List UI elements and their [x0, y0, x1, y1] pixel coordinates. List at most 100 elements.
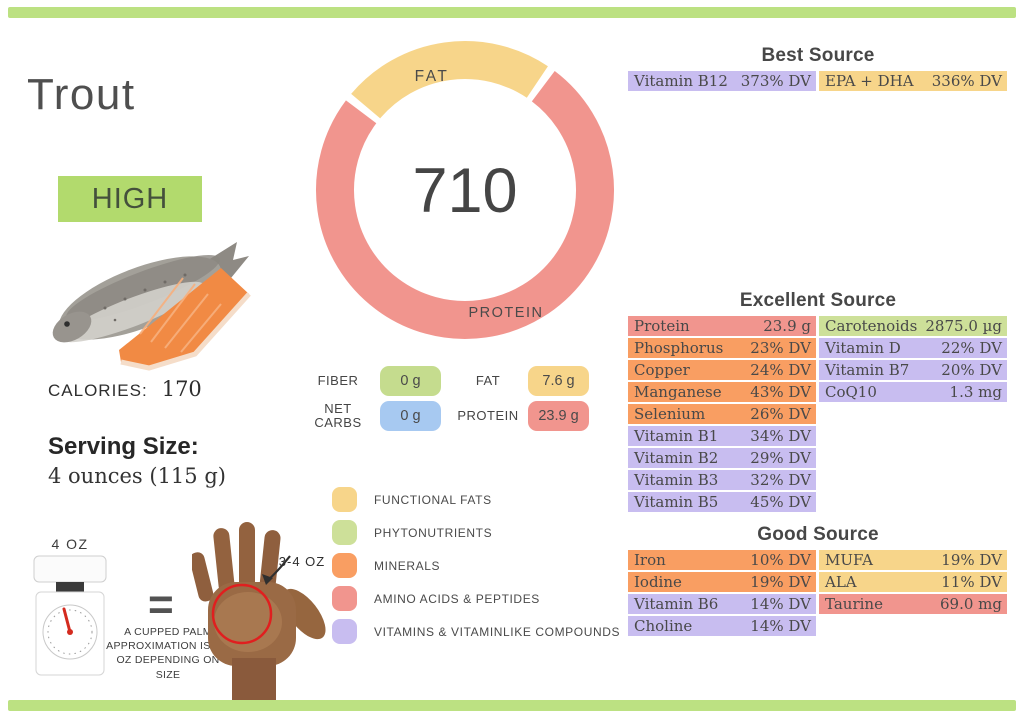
nutrient-value: 34% DV	[750, 427, 811, 445]
legend-swatch	[332, 553, 357, 578]
nutrient-row: Carotenoids 2875.0 µg	[819, 316, 1007, 336]
kitchen-scale-icon	[33, 555, 107, 676]
legend-swatch	[332, 520, 357, 545]
nutrient-value: 1.3 mg	[949, 383, 1002, 401]
nutrient-name: Selenium	[634, 405, 706, 423]
fillet-skin-edge	[120, 292, 251, 371]
nutrient-value: 19% DV	[941, 551, 1002, 569]
portion-circle	[211, 583, 273, 645]
nutrient-row: Iodine 19% DV	[628, 572, 816, 592]
legend-label: VITAMINS & VITAMINLIKE COMPOUNDS	[374, 624, 621, 639]
excellent-source-section: Excellent Source Protein 23.9 g Phosphorus 2…	[628, 289, 1008, 512]
nutrient-name: Iron	[634, 551, 666, 569]
legend-item: AMINO ACIDS & PEPTIDES	[332, 586, 620, 611]
best-source-section: Best Source Vitamin B12 373% DV EPA + DHA 33…	[628, 44, 1008, 91]
macro-value-pill: 0 g	[380, 366, 441, 396]
nutrient-row: Vitamin B6 14% DV	[628, 594, 816, 614]
hand-portion-label: 3-4 OZ	[279, 554, 325, 569]
nutrient-score-value: 710	[412, 156, 517, 226]
nutrient-value: 45% DV	[750, 493, 811, 511]
legend-swatch	[332, 619, 357, 644]
nutrient-name: Phosphorus	[634, 339, 724, 357]
nutrient-name: EPA + DHA	[825, 72, 914, 90]
nutrient-value: 10% DV	[750, 551, 811, 569]
legend-label: MINERALS	[374, 558, 441, 573]
nutrient-row: Vitamin B3 32% DV	[628, 470, 816, 490]
nutrient-row: Vitamin B7 20% DV	[819, 360, 1007, 380]
source-column: Carotenoids 2875.0 µg Vitamin D 22% DV Vitam…	[819, 316, 1007, 402]
nutrient-donut-chart: FAT PROTEIN 710	[315, 40, 615, 340]
legend-item: MINERALS	[332, 553, 620, 578]
source-column: MUFA 19% DV ALA 11% DV Taurine 69.0 mg	[819, 550, 1007, 614]
nutrient-name: Choline	[634, 617, 693, 635]
legend-label: AMINO ACIDS & PEPTIDES	[374, 591, 540, 606]
nutrient-row: Taurine 69.0 mg	[819, 594, 1007, 614]
equals-sign: =	[148, 580, 174, 629]
good-source-section: Good Source Iron 10% DV Iodine 19% DV Vitamin…	[628, 523, 1008, 636]
calories-label: CALORIES:	[48, 381, 148, 400]
macro-label: PROTEIN	[457, 408, 519, 424]
nutrient-row: Selenium 26% DV	[628, 404, 816, 424]
nutrient-value: 43% DV	[750, 383, 811, 401]
legend-item: FUNCTIONAL FATS	[332, 487, 620, 512]
serving-size-value: 4 ounces (115 g)	[48, 464, 226, 488]
nutrient-value: 24% DV	[750, 361, 811, 379]
nutrient-row: Vitamin B5 45% DV	[628, 492, 816, 512]
scale-weight-label: 4 OZ	[51, 536, 89, 552]
source-section-title: Good Source	[757, 524, 879, 545]
fish-back	[66, 255, 220, 321]
macro-summary: FIBER 0 g FAT 7.6 g NET CARBS 0 g PROTEIN 23.9 …	[312, 366, 589, 436]
nutrient-density-badge: HIGH	[58, 176, 202, 222]
nutrient-name: Vitamin B7	[825, 361, 910, 379]
calories-value: 170	[161, 377, 202, 401]
fish-head	[52, 311, 92, 343]
nutrient-row: Iron 10% DV	[628, 550, 816, 570]
legend-item: PHYTONUTRIENTS	[332, 520, 620, 545]
donut-segment-label-protein: PROTEIN	[469, 305, 544, 321]
macro-row: FIBER 0 g FAT 7.6 g	[312, 366, 589, 396]
nutrient-name: Copper	[634, 361, 690, 379]
source-column: EPA + DHA 336% DV	[819, 71, 1007, 91]
source-column: Protein 23.9 g Phosphorus 23% DV Copper 24% D…	[628, 316, 816, 512]
macro-value-pill: 7.6 g	[528, 366, 589, 396]
nutrient-row: Vitamin B2 29% DV	[628, 448, 816, 468]
nutrient-value: 26% DV	[750, 405, 811, 423]
donut-segment-protein	[316, 71, 614, 339]
donut-segment-label-fat: FAT	[415, 68, 450, 85]
source-columns: Iron 10% DV Iodine 19% DV Vitamin B6 14% DV Ch…	[628, 550, 1008, 636]
nutrient-name: Iodine	[634, 573, 682, 591]
nutrient-value: 29% DV	[750, 449, 811, 467]
nutrient-name: Manganese	[634, 383, 722, 401]
nutrient-name: CoQ10	[825, 383, 877, 401]
nutrient-value: 19% DV	[750, 573, 811, 591]
arrow-head	[262, 574, 273, 585]
nutrient-name: Vitamin B5	[634, 493, 719, 511]
source-section-title: Excellent Source	[739, 290, 897, 311]
bottom-border-bar	[8, 700, 1016, 711]
legend-swatch	[332, 487, 357, 512]
nutrient-value: 20% DV	[941, 361, 1002, 379]
source-column: Vitamin B12 373% DV	[628, 71, 816, 91]
nutrient-name: Vitamin B2	[634, 449, 719, 467]
nutrient-value: 32% DV	[750, 471, 811, 489]
nutrient-name: Protein	[634, 317, 690, 335]
nutrient-value: 336% DV	[931, 72, 1002, 90]
nutrient-name: ALA	[825, 573, 857, 591]
fillet	[119, 268, 249, 368]
source-columns: Vitamin B12 373% DV EPA + DHA 336% DV	[628, 71, 1008, 91]
nutrient-value: 14% DV	[750, 617, 811, 635]
category-legend: FUNCTIONAL FATS PHYTONUTRIENTS MINERALS AMI…	[332, 487, 620, 652]
macro-row: NET CARBS 0 g PROTEIN 23.9 g	[312, 401, 589, 431]
nutrient-row: Copper 24% DV	[628, 360, 816, 380]
macro-value-pill: 0 g	[380, 401, 441, 431]
top-border-bar	[8, 7, 1016, 18]
nutrient-value: 11% DV	[941, 573, 1002, 591]
nutrient-value: 22% DV	[941, 339, 1002, 357]
source-column: Iron 10% DV Iodine 19% DV Vitamin B6 14% DV Ch…	[628, 550, 816, 636]
fish-speckles	[103, 273, 187, 322]
macro-label: FAT	[475, 373, 501, 389]
palm-caption: A CUPPED PALM APPROXIMATION IS 3-4 OZ DE…	[106, 626, 230, 681]
nutrient-row: Vitamin B1 34% DV	[628, 426, 816, 446]
nutrient-name: Vitamin B1	[634, 427, 719, 445]
